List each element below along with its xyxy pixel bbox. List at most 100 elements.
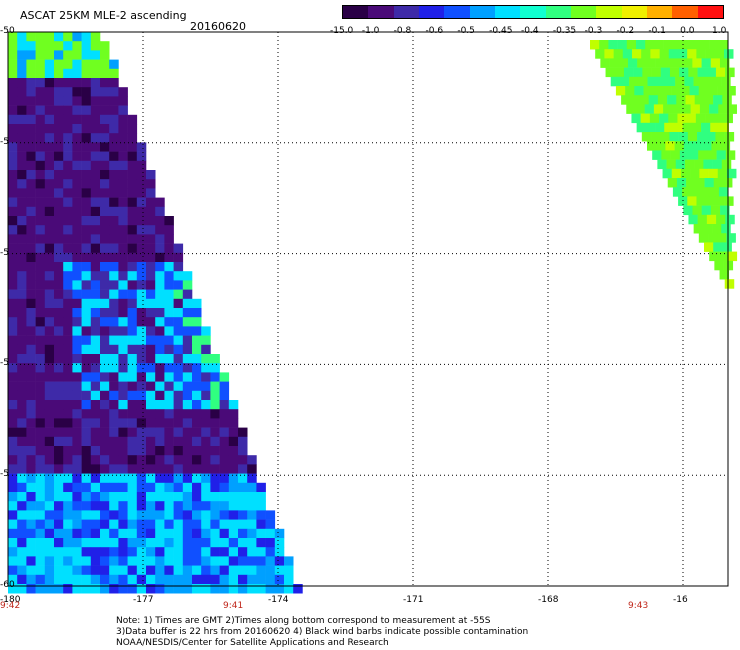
y-tick-label: -60 <box>0 580 15 590</box>
swath-cell <box>17 528 27 539</box>
swath-cell <box>637 58 647 68</box>
swath-cell <box>182 326 193 336</box>
swath-cell <box>247 473 257 484</box>
swath-cell <box>17 179 27 189</box>
swath-cell <box>72 547 82 557</box>
swath-cell <box>35 170 46 180</box>
swath-cell <box>672 187 683 197</box>
swath-cell <box>118 262 128 272</box>
swath-cell <box>90 473 101 484</box>
swath-cell <box>81 32 92 42</box>
swath-cell <box>8 390 18 401</box>
swath-cell <box>136 519 147 530</box>
swath-cell <box>136 188 147 198</box>
swath-cell <box>293 584 303 594</box>
swath-cell <box>81 50 92 60</box>
swath-cell <box>228 538 239 548</box>
swath-cell <box>26 243 36 254</box>
swath-cell <box>72 96 82 106</box>
swath-cell <box>679 67 689 78</box>
swath-cell <box>81 179 92 189</box>
swath-cell <box>35 271 46 281</box>
swath-cell <box>109 326 119 336</box>
swath-cell <box>657 159 667 170</box>
swath-cell <box>54 105 64 116</box>
swath-cell <box>90 243 101 254</box>
swath-cell <box>90 68 101 79</box>
swath-cell <box>164 556 174 566</box>
swath-cell <box>182 400 193 410</box>
swath-cell <box>72 354 82 364</box>
swath-cell <box>63 344 73 355</box>
swath-cell <box>192 510 202 520</box>
swath-cell <box>630 95 640 105</box>
swath-cell <box>127 363 138 373</box>
swath-cell <box>136 455 147 465</box>
swath-cell <box>90 41 101 51</box>
swath-cell <box>709 104 719 114</box>
swath-cell <box>238 584 248 594</box>
swath-cell <box>118 556 128 566</box>
swath-cell <box>100 501 110 511</box>
swath-cell <box>26 151 36 162</box>
swath-cell <box>63 381 73 392</box>
swath-cell <box>164 409 174 419</box>
swath-cell <box>118 105 128 116</box>
swath-cell <box>164 473 174 484</box>
swath-cell <box>8 565 18 576</box>
swath-cell <box>109 243 119 254</box>
swath-cell <box>155 262 165 272</box>
swath-cell <box>595 49 605 59</box>
swath-cell <box>90 390 101 401</box>
swath-cell <box>635 104 645 114</box>
swath-cell <box>680 168 691 179</box>
swath-cell <box>17 252 27 263</box>
swath-cell <box>155 574 165 585</box>
swath-cell <box>238 538 248 548</box>
swath-cell <box>155 372 165 382</box>
swath-cell <box>146 335 156 346</box>
swath-cell <box>219 436 230 447</box>
swath-cell <box>81 216 92 226</box>
swath-cell <box>192 436 202 447</box>
swath-cell <box>118 170 128 180</box>
swath-cell <box>724 279 735 289</box>
swath-cell <box>192 427 202 438</box>
swath-cell <box>90 455 101 465</box>
swath-cell <box>665 141 675 151</box>
swath-cell <box>146 170 156 180</box>
swath-cell <box>192 381 202 392</box>
swath-cell <box>90 326 101 336</box>
swath-cell <box>100 243 110 254</box>
swath-cell <box>127 556 138 566</box>
swath-cell <box>256 510 266 520</box>
swath-cell <box>182 335 193 346</box>
color-scale-segment <box>672 6 698 18</box>
swath-cell <box>26 142 36 152</box>
swath-cell <box>54 482 64 493</box>
swath-cell <box>623 67 634 78</box>
swath-cell <box>182 289 193 300</box>
swath-cell <box>136 390 147 401</box>
swath-cell <box>164 510 174 520</box>
swath-cell <box>26 78 36 88</box>
swath-cell <box>81 105 92 116</box>
color-scale-label: -1.0 <box>361 26 380 36</box>
swath-cell <box>599 40 609 50</box>
swath-cell <box>72 78 82 88</box>
swath-cell <box>146 308 156 318</box>
swath-cell <box>701 58 712 68</box>
swath-cell <box>26 170 36 180</box>
swath-cell <box>100 354 110 364</box>
swath-cell <box>642 67 652 78</box>
swath-cell <box>26 372 36 382</box>
swath-cell <box>26 510 36 520</box>
swath-cell <box>219 473 230 484</box>
swath-cell <box>219 492 230 502</box>
swath-cell <box>81 87 92 97</box>
swath-cell <box>127 151 138 162</box>
swath-cell <box>35 556 46 566</box>
swath-cell <box>136 510 147 520</box>
swath-cell <box>100 538 110 548</box>
